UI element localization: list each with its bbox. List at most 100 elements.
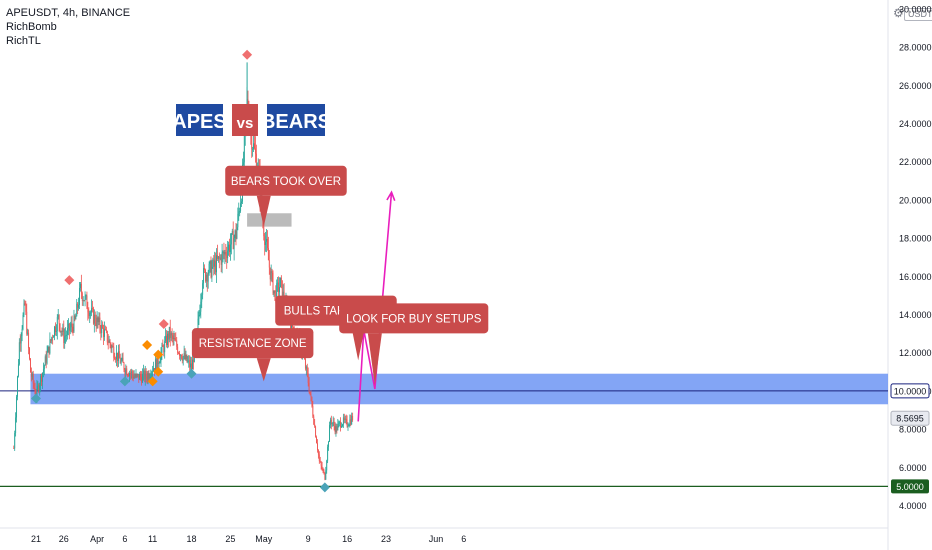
title-vs-text: vs (237, 115, 254, 132)
x-tick-label: 25 (225, 534, 235, 544)
candle-body (347, 426, 349, 427)
candle-body (24, 303, 26, 305)
candle-body (124, 369, 126, 374)
candle-body (27, 332, 29, 334)
candle (219, 254, 221, 261)
signal-marker-red (242, 49, 253, 60)
y-tick-label: 24.0000 (899, 119, 932, 129)
candle (349, 414, 351, 428)
candle-body (45, 356, 47, 363)
candle-body (84, 295, 86, 301)
candle (269, 267, 271, 286)
candle-body (173, 337, 175, 340)
candle-body (323, 470, 325, 473)
candle-body (168, 326, 170, 340)
candle (104, 321, 105, 341)
candle (324, 472, 326, 481)
candle-body (179, 354, 181, 356)
x-tick-label: 26 (59, 534, 69, 544)
candle-body (214, 260, 216, 267)
chart-legend: APEUSDT, 4h, BINANCE RichBomb RichTL (6, 6, 130, 48)
resistance-price-tag-text: 10.0000 (894, 386, 927, 396)
candle-body (85, 295, 87, 297)
candle-body (233, 238, 235, 250)
candle (305, 365, 307, 376)
candle (230, 233, 232, 255)
indicator-richtl[interactable]: RichTL (6, 35, 41, 47)
candle (176, 337, 178, 350)
candle (159, 357, 161, 364)
candle (308, 376, 310, 394)
candle (79, 282, 80, 309)
candle-body (225, 252, 227, 256)
candle-body (274, 290, 276, 293)
candle (342, 413, 344, 428)
candle-body (316, 437, 317, 444)
candle (88, 307, 90, 319)
candle (89, 310, 91, 323)
candle-body (132, 374, 134, 379)
candle-body (29, 358, 31, 373)
candle-body (181, 358, 183, 361)
candle (135, 369, 137, 379)
candle-body (267, 247, 269, 261)
candle (109, 339, 111, 349)
candle (20, 332, 22, 352)
candle (59, 323, 61, 333)
candle (267, 230, 268, 251)
candle-body (188, 360, 190, 362)
candle-body (76, 303, 78, 317)
candle (280, 275, 282, 289)
candle (65, 327, 67, 344)
candle (326, 459, 328, 474)
candle-body (23, 303, 25, 315)
candle-body (97, 317, 99, 323)
callout-text: LOOK FOR BUY SETUPS (346, 313, 482, 325)
bear-takeover-box (247, 213, 292, 227)
candle-body (222, 251, 224, 253)
candle (42, 362, 44, 378)
gear-icon[interactable]: ⚙ (893, 6, 904, 20)
y-tick-label: 6.0000 (899, 463, 927, 473)
signal-marker-red (158, 319, 169, 330)
candle-body (127, 374, 129, 376)
candle (172, 332, 174, 346)
candle (174, 332, 176, 341)
candle-body (18, 342, 20, 365)
candle-body (345, 418, 347, 420)
candle-body (220, 257, 222, 265)
candle-body (43, 365, 45, 370)
candle (149, 373, 151, 380)
candle-body (254, 148, 256, 154)
candle (133, 370, 135, 379)
callout-text: BEARS TOOK OVER (231, 176, 341, 188)
candle (340, 417, 342, 432)
last-price-tag-bg (890, 410, 930, 426)
candle-body (110, 344, 112, 349)
candle (50, 338, 52, 344)
candle-body (61, 330, 63, 332)
candle-body (342, 417, 344, 425)
currency-badge[interactable]: USDT (904, 8, 932, 21)
candle-body (313, 416, 315, 425)
candle-body (271, 271, 273, 273)
candle (67, 320, 68, 340)
x-tick-label: 6 (122, 534, 127, 544)
candle (27, 328, 29, 336)
candle (208, 261, 210, 276)
callout-pointer (256, 358, 271, 382)
indicator-richbomb[interactable]: RichBomb (6, 21, 57, 33)
candle (335, 423, 337, 437)
candle (124, 367, 126, 378)
candle-body (136, 374, 138, 375)
candle-body (105, 329, 107, 332)
candle (266, 228, 267, 253)
candle (92, 306, 94, 325)
candle (201, 292, 203, 309)
candle-body (235, 230, 237, 239)
candle (320, 460, 322, 470)
candle (162, 339, 164, 348)
candle-body (106, 331, 108, 343)
candle-body (142, 373, 143, 383)
